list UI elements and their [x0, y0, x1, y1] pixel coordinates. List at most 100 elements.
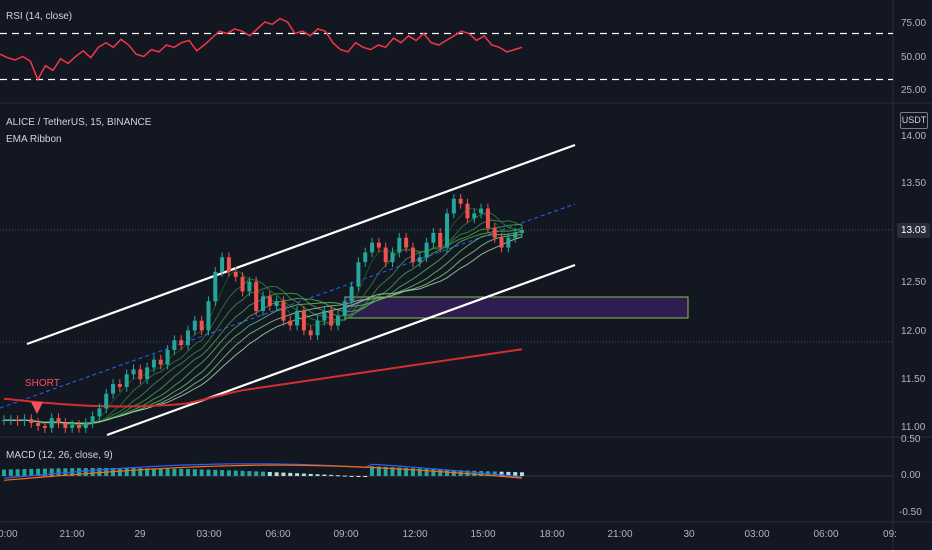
candle [56, 418, 61, 424]
time-axis-tick: 18:00 [539, 529, 565, 540]
time-axis-tick: 06:00 [813, 529, 839, 540]
candle [254, 281, 259, 311]
candle [329, 310, 334, 326]
macd-histogram-bar [438, 469, 443, 476]
macd-histogram-bar [261, 471, 265, 476]
candle [111, 384, 116, 394]
candle [301, 310, 306, 331]
candle [404, 237, 409, 248]
candle [513, 232, 518, 238]
macd-histogram-bar [520, 472, 524, 476]
candle [172, 340, 177, 350]
candle [261, 296, 265, 311]
candle [363, 252, 368, 263]
candle [295, 310, 300, 326]
candle [117, 384, 122, 387]
macd-histogram-bar [83, 468, 88, 476]
time-axis-tick: 09:00 [333, 529, 359, 540]
candle [63, 423, 68, 428]
candle [479, 208, 484, 214]
current-price-tag: 13.03 [897, 223, 930, 238]
macd-histogram-bar [295, 473, 300, 476]
candle [220, 257, 225, 272]
macd-histogram-bar [247, 471, 252, 476]
macd-histogram-bar [363, 476, 368, 477]
macd-histogram-bar [97, 467, 102, 476]
candle [390, 252, 395, 263]
macd-histogram-bar [410, 468, 415, 476]
candle [465, 203, 470, 219]
candle [247, 281, 252, 292]
candle [97, 408, 102, 417]
time-axis-tick: 15:00 [470, 529, 496, 540]
macd-histogram-bar [124, 468, 129, 476]
price-axis-tick: 11.50 [901, 374, 926, 385]
candle [322, 310, 327, 321]
macd-histogram-bar [288, 472, 293, 476]
time-axis-tick: 03:00 [196, 529, 222, 540]
macd-histogram-bar [390, 467, 395, 476]
candle [151, 359, 156, 368]
candle [410, 247, 415, 263]
macd-histogram-bar [206, 469, 211, 476]
candle [213, 271, 218, 302]
macd-histogram-bar [499, 471, 504, 476]
candle [417, 257, 422, 263]
candle [451, 198, 456, 214]
macd-axis-tick: 0.50 [901, 434, 921, 445]
candle [445, 213, 450, 248]
candle [349, 286, 354, 302]
candle [90, 416, 95, 424]
macd-histogram-bar [308, 473, 313, 476]
candle [104, 393, 109, 409]
macd-histogram-bar [226, 470, 231, 476]
macd-histogram-bar [383, 466, 388, 476]
macd-axis-tick: 0.00 [901, 470, 921, 481]
macd-histogram-bar [15, 469, 20, 476]
macd-histogram-bar [199, 469, 204, 476]
currency-unit-badge[interactable]: USDT [900, 112, 928, 129]
macd-title: MACD (12, 26, close, 9) [6, 450, 113, 461]
macd-histogram-bar [56, 468, 61, 476]
macd-histogram-bar [213, 469, 218, 476]
rsi-line [0, 17, 523, 82]
candle [192, 320, 197, 331]
ema-long-line [3, 348, 523, 408]
macd-histogram-bar [335, 475, 340, 477]
macd-histogram-bar [145, 468, 150, 476]
candle [458, 198, 463, 204]
candle [520, 230, 524, 233]
candle [138, 369, 143, 380]
macd-histogram-bar [42, 468, 47, 476]
channel-mid-line [0, 203, 576, 409]
macd-pane [0, 463, 893, 481]
candle [22, 419, 27, 422]
price-axis-tick: 14.00 [901, 131, 927, 142]
macd-histogram-bar [2, 469, 6, 476]
macd-histogram-bar [192, 469, 197, 476]
macd-histogram-bar [404, 467, 409, 476]
ema-ribbon-line [4, 234, 523, 424]
ema-ribbon-line [4, 219, 523, 425]
macd-histogram-bar [342, 475, 347, 477]
macd-histogram-bar [267, 471, 272, 476]
candle [438, 232, 443, 248]
macd-histogram-bar [281, 472, 286, 476]
candle [83, 423, 88, 428]
candle [281, 301, 286, 321]
candle [472, 213, 477, 219]
macd-histogram-bar [186, 469, 191, 476]
candle [274, 301, 279, 307]
time-axis-tick: 29 [134, 529, 146, 540]
candle [29, 419, 34, 424]
macd-histogram-bar [376, 466, 381, 476]
macd-histogram-bar [151, 468, 156, 476]
candle [424, 242, 429, 258]
candle [356, 262, 361, 287]
candle [492, 228, 497, 238]
macd-histogram-bar [138, 468, 143, 476]
time-axis-tick: 06:00 [265, 529, 291, 540]
macd-histogram-bar [329, 474, 334, 476]
price-pane [0, 143, 689, 437]
